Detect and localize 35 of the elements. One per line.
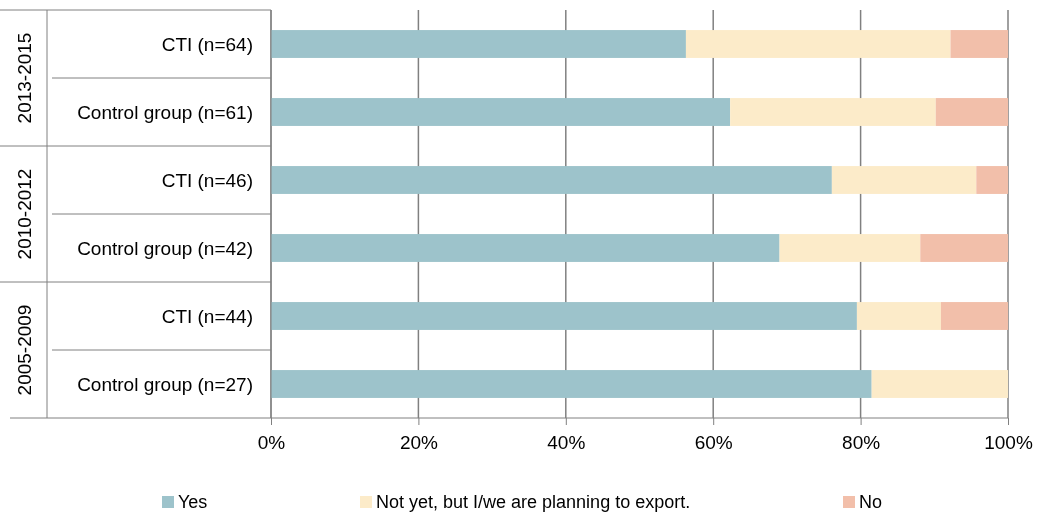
bar [271, 98, 731, 126]
legend-label: No [859, 492, 883, 513]
text: 2010-2012 [13, 168, 35, 260]
bar [940, 302, 1008, 330]
bar [935, 98, 1008, 126]
legend-label: Yes [178, 492, 208, 513]
bar [685, 30, 951, 58]
y-tick-label: Control group (n=42) [77, 237, 253, 259]
y-tick-label: Control group (n=27) [77, 373, 253, 395]
bar [950, 30, 1008, 58]
x-tick-label: 20% [399, 431, 439, 453]
bar [271, 234, 780, 262]
bar [271, 370, 872, 398]
text: 2005-2009 [13, 304, 35, 396]
bar [871, 370, 1008, 398]
bar [730, 98, 936, 126]
bar [271, 166, 832, 194]
x-tick-label: 100% [984, 431, 1033, 453]
bar [920, 234, 1008, 262]
y-tick-label: Control group (n=61) [77, 101, 253, 123]
bar [856, 302, 941, 330]
bar [779, 234, 921, 262]
x-tick-label: 80% [842, 431, 881, 453]
legend-label: Not yet, but I/we are planning to export. [376, 492, 691, 513]
text: 2013-2015 [13, 32, 35, 124]
bar [976, 166, 1008, 194]
y-tick-label: CTI (n=44) [161, 305, 253, 327]
y-tick-label: CTI (n=46) [161, 169, 253, 191]
bar [271, 30, 686, 58]
x-tick-label: 40% [547, 431, 586, 453]
x-tick-label: 0% [257, 431, 286, 453]
bar [831, 166, 977, 194]
bar [271, 302, 857, 330]
y-tick-label: CTI (n=64) [161, 33, 253, 55]
x-tick-label: 60% [694, 431, 733, 453]
